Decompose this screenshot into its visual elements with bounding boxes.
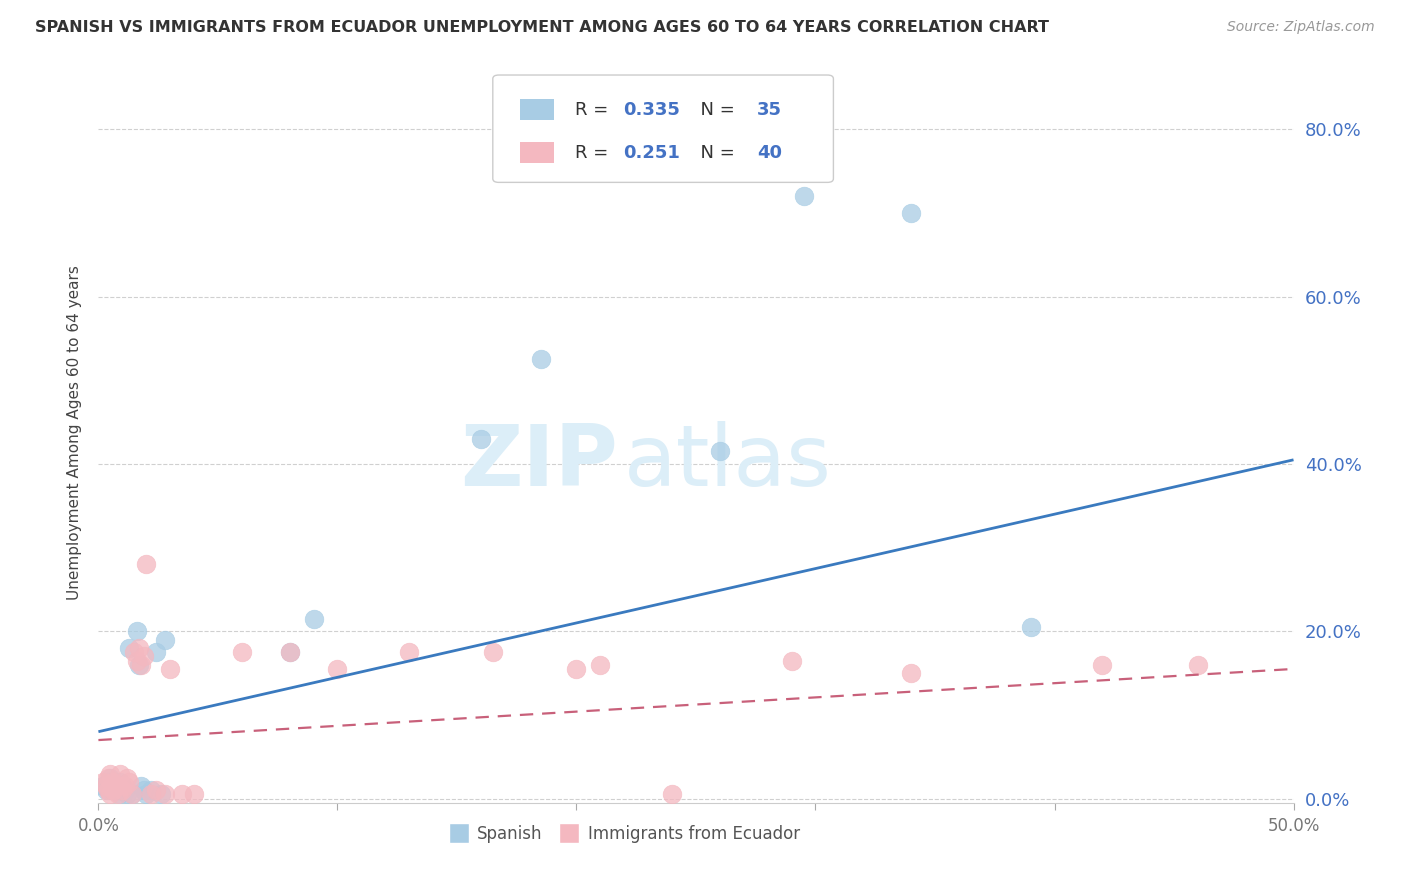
- Point: [104, 783, 127, 797]
- Text: R =: R =: [575, 144, 614, 161]
- Point: [107, 783, 129, 797]
- Point: [159, 662, 181, 676]
- Point: [115, 788, 138, 802]
- Point: [149, 788, 172, 802]
- Point: [135, 788, 157, 802]
- Point: [565, 662, 588, 676]
- Text: N =: N =: [689, 101, 741, 119]
- Text: SPANISH VS IMMIGRANTS FROM ECUADOR UNEMPLOYMENT AMONG AGES 60 TO 64 YEARS CORREL: SPANISH VS IMMIGRANTS FROM ECUADOR UNEMP…: [35, 20, 1049, 35]
- Point: [98, 788, 122, 802]
- Point: [104, 779, 127, 793]
- Point: [128, 657, 150, 672]
- Point: [302, 612, 325, 626]
- Text: Source: ZipAtlas.com: Source: ZipAtlas.com: [1227, 20, 1375, 34]
- Point: [125, 654, 148, 668]
- Text: 0.335: 0.335: [623, 101, 681, 119]
- Point: [470, 432, 492, 446]
- Point: [114, 783, 136, 797]
- Point: [398, 645, 420, 659]
- Point: [121, 788, 143, 802]
- Point: [278, 645, 301, 659]
- Point: [131, 657, 153, 672]
- Point: [97, 775, 120, 789]
- Point: [145, 645, 167, 659]
- Point: [101, 779, 124, 793]
- Point: [114, 779, 136, 793]
- Point: [124, 645, 146, 659]
- Point: [101, 775, 124, 789]
- Point: [91, 779, 114, 793]
- Point: [278, 645, 301, 659]
- Point: [111, 783, 134, 797]
- Point: [780, 654, 803, 668]
- Point: [94, 783, 117, 797]
- Text: N =: N =: [689, 144, 741, 161]
- Point: [97, 779, 120, 793]
- Point: [135, 558, 157, 572]
- Text: ZIP: ZIP: [461, 421, 619, 504]
- Point: [101, 775, 124, 789]
- Point: [132, 649, 155, 664]
- Point: [1091, 657, 1114, 672]
- Point: [661, 788, 683, 802]
- Point: [128, 640, 150, 655]
- Point: [91, 775, 114, 789]
- Point: [131, 779, 153, 793]
- Point: [98, 766, 122, 780]
- Point: [1187, 657, 1209, 672]
- Point: [118, 775, 141, 789]
- Point: [900, 206, 922, 220]
- Point: [1019, 620, 1042, 634]
- Point: [132, 783, 155, 797]
- Point: [108, 788, 131, 802]
- Point: [115, 771, 138, 785]
- Point: [111, 779, 134, 793]
- Point: [589, 657, 612, 672]
- Point: [183, 788, 205, 802]
- Legend: Spanish, Immigrants from Ecuador: Spanish, Immigrants from Ecuador: [441, 819, 807, 850]
- Point: [139, 788, 162, 802]
- Text: 35: 35: [756, 101, 782, 119]
- Text: R =: R =: [575, 101, 614, 119]
- Point: [125, 624, 148, 639]
- Point: [900, 666, 922, 681]
- Point: [481, 645, 505, 659]
- Point: [98, 771, 122, 785]
- Point: [155, 632, 177, 647]
- Point: [107, 788, 129, 802]
- Point: [97, 783, 120, 797]
- Point: [98, 783, 122, 797]
- Point: [709, 444, 731, 458]
- Point: [121, 788, 143, 802]
- Y-axis label: Unemployment Among Ages 60 to 64 years: Unemployment Among Ages 60 to 64 years: [67, 265, 83, 600]
- Point: [793, 189, 815, 203]
- Point: [97, 771, 120, 785]
- Point: [118, 640, 141, 655]
- Text: 40: 40: [756, 144, 782, 161]
- Point: [108, 766, 131, 780]
- Point: [231, 645, 253, 659]
- Point: [326, 662, 349, 676]
- Point: [108, 775, 131, 789]
- Point: [172, 788, 194, 802]
- Point: [530, 352, 553, 367]
- Text: 0.251: 0.251: [623, 144, 681, 161]
- Point: [104, 779, 127, 793]
- Point: [94, 779, 117, 793]
- Point: [145, 783, 167, 797]
- Text: atlas: atlas: [624, 421, 832, 504]
- Point: [155, 788, 177, 802]
- Point: [139, 783, 162, 797]
- FancyBboxPatch shape: [520, 99, 554, 120]
- FancyBboxPatch shape: [520, 143, 554, 163]
- FancyBboxPatch shape: [494, 75, 834, 182]
- Point: [101, 783, 124, 797]
